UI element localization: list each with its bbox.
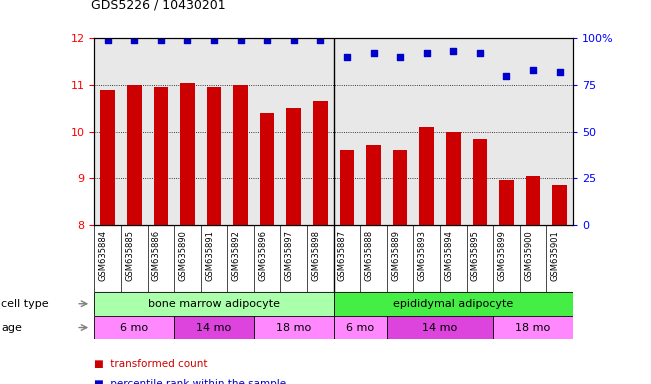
Bar <box>100 89 115 225</box>
Text: 14 mo: 14 mo <box>422 323 458 333</box>
Text: epididymal adipocyte: epididymal adipocyte <box>393 299 514 309</box>
Bar <box>526 176 540 225</box>
Bar <box>473 139 487 225</box>
Bar <box>552 185 567 225</box>
Point <box>368 50 379 56</box>
Text: 6 mo: 6 mo <box>120 323 148 333</box>
Point <box>448 48 458 55</box>
Bar <box>174 316 254 339</box>
Point <box>555 69 565 75</box>
Text: ■  percentile rank within the sample: ■ percentile rank within the sample <box>94 379 286 384</box>
Bar <box>419 127 434 225</box>
Text: GSM635889: GSM635889 <box>391 230 400 281</box>
Text: GSM635885: GSM635885 <box>125 230 134 281</box>
Bar <box>286 108 301 225</box>
Text: GSM635900: GSM635900 <box>524 230 533 281</box>
Bar <box>180 83 195 225</box>
Text: GSM635893: GSM635893 <box>418 230 426 281</box>
Text: GSM635887: GSM635887 <box>338 230 347 281</box>
Bar <box>233 85 248 225</box>
Bar <box>367 146 381 225</box>
Bar <box>333 292 573 316</box>
Text: 14 mo: 14 mo <box>197 323 232 333</box>
Point <box>528 67 538 73</box>
Bar <box>340 150 354 225</box>
Point <box>102 37 113 43</box>
Bar <box>313 101 327 225</box>
Text: age: age <box>1 323 22 333</box>
Point <box>182 37 193 43</box>
Point <box>342 54 352 60</box>
Text: bone marrow adipocyte: bone marrow adipocyte <box>148 299 280 309</box>
Text: GSM635884: GSM635884 <box>99 230 107 281</box>
Text: GSM635898: GSM635898 <box>311 230 320 281</box>
Text: cell type: cell type <box>1 299 49 309</box>
Point <box>129 37 139 43</box>
Text: ■  transformed count: ■ transformed count <box>94 359 208 369</box>
Text: 18 mo: 18 mo <box>516 323 551 333</box>
Point <box>156 37 166 43</box>
Bar <box>127 85 141 225</box>
Text: GSM635901: GSM635901 <box>551 230 560 281</box>
Bar <box>499 180 514 225</box>
Text: 6 mo: 6 mo <box>346 323 374 333</box>
Bar <box>94 316 174 339</box>
Text: GSM635899: GSM635899 <box>497 230 506 281</box>
Bar <box>393 150 408 225</box>
Bar <box>94 292 333 316</box>
Point <box>288 37 299 43</box>
Text: GSM635894: GSM635894 <box>444 230 453 281</box>
Point <box>236 37 246 43</box>
Point <box>501 73 512 79</box>
Bar <box>254 316 333 339</box>
Text: GSM635891: GSM635891 <box>205 230 214 281</box>
Point <box>262 37 272 43</box>
Point <box>209 37 219 43</box>
Bar <box>333 316 387 339</box>
Point <box>421 50 432 56</box>
Bar <box>446 131 460 225</box>
Text: GSM635895: GSM635895 <box>471 230 480 281</box>
Text: GSM635888: GSM635888 <box>365 230 374 281</box>
Text: 18 mo: 18 mo <box>276 323 311 333</box>
Point <box>395 54 406 60</box>
Point <box>475 50 485 56</box>
Text: GSM635886: GSM635886 <box>152 230 161 281</box>
Text: GSM635896: GSM635896 <box>258 230 267 281</box>
Text: GSM635890: GSM635890 <box>178 230 187 281</box>
Text: GDS5226 / 10430201: GDS5226 / 10430201 <box>91 0 226 12</box>
Bar <box>154 87 168 225</box>
Text: GSM635897: GSM635897 <box>284 230 294 281</box>
Bar <box>387 316 493 339</box>
Point <box>315 37 326 43</box>
Text: GSM635892: GSM635892 <box>232 230 241 281</box>
Bar <box>260 113 275 225</box>
Bar <box>493 316 573 339</box>
Bar <box>207 87 221 225</box>
